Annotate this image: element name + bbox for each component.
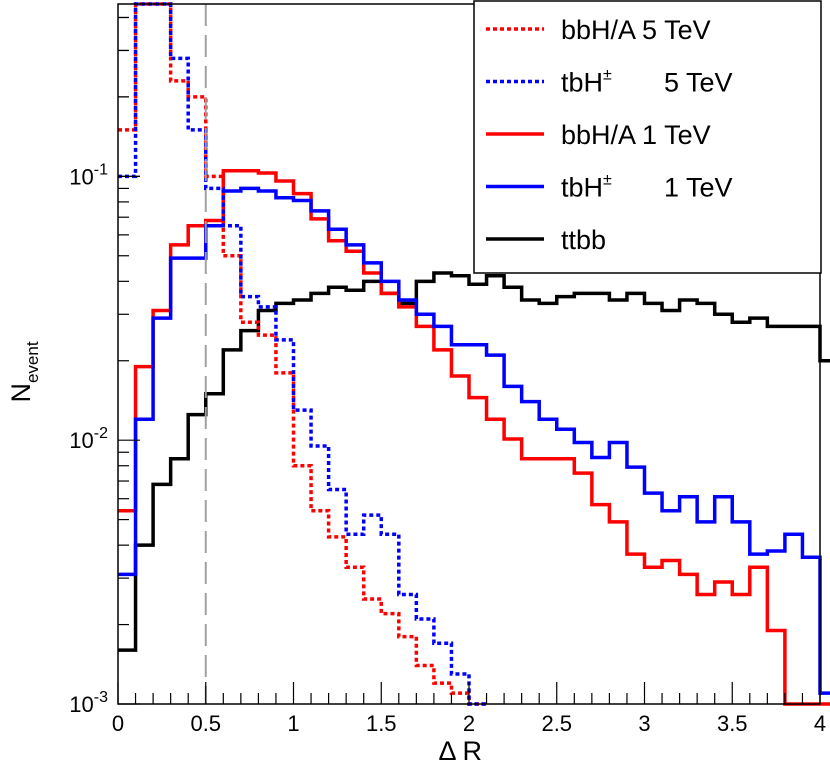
x-axis-title: Δ R: [438, 736, 482, 766]
x-tick-label: 1: [287, 711, 299, 736]
series-line-bbh-a-5-tev: [118, 2, 487, 706]
series-line-ttbb: [118, 271, 830, 652]
axis-labels: 0 0.5 1 1.5 2 2.5 3 3.5 4 10-1 10-2 10-3 Δ R Nevent: [6, 161, 826, 766]
x-tick-label: 0.5: [190, 711, 221, 736]
legend-label: tbH± 1 TeV: [561, 172, 733, 203]
x-tick-label: 0: [112, 711, 124, 736]
series-line-bbh-a-1-tev: [118, 168, 830, 706]
y-tick-label: 10-1: [69, 161, 108, 189]
series-layer: [118, 2, 830, 706]
x-tick-label: 3.5: [717, 711, 748, 736]
legend-label: bbH/A 1 TeV: [561, 120, 711, 150]
legend-entry-tbh-5-tev: tbH± 5 TeV: [486, 67, 733, 98]
x-tick-label: 3: [638, 711, 650, 736]
axis-ticks: [117, 16, 821, 705]
legend: bbH/A 5 TeV tbH± 5 TeV bbH/A 1 TeV tbH± 1 TeV…: [473, 0, 822, 274]
x-tick-label: 2.5: [541, 711, 572, 736]
x-tick-label: 1.5: [366, 711, 397, 736]
y-tick-label: 10-3: [69, 689, 108, 717]
legend-entry-tbh-1-tev: tbH± 1 TeV: [486, 172, 733, 203]
legend-label: bbH/A 5 TeV: [561, 15, 711, 45]
y-tick-label: 10-2: [69, 425, 108, 453]
legend-entry-bbh-a-5-tev: bbH/A 5 TeV: [486, 15, 711, 45]
legend-entry-bbh-a-1-tev: bbH/A 1 TeV: [486, 120, 711, 150]
y-axis-title: Nevent: [6, 341, 42, 402]
series-line-tbh-5-tev: [118, 2, 487, 706]
series-line-tbh-1-tev: [118, 186, 830, 695]
legend-label: ttbb: [561, 225, 606, 255]
legend-box: [473, 0, 822, 274]
legend-label: tbH± 5 TeV: [561, 67, 733, 98]
x-tick-label: 2: [463, 711, 475, 736]
x-tick-label: 4: [814, 711, 826, 736]
legend-entry-ttbb: ttbb: [486, 225, 606, 255]
